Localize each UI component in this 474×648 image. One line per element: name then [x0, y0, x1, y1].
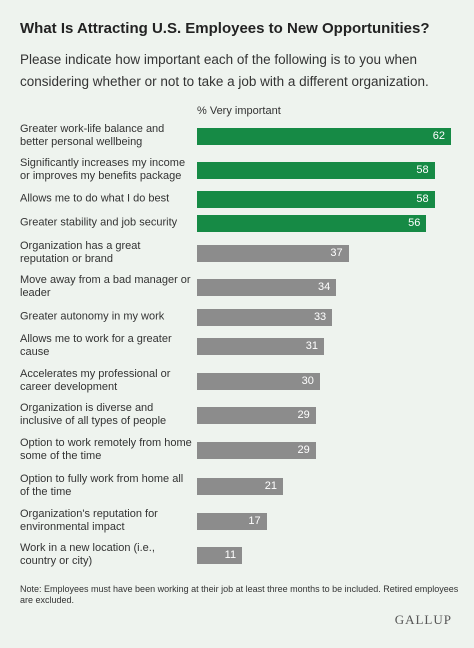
bar — [197, 406, 316, 424]
value-label: 56 — [408, 217, 421, 229]
category-label: Allows me to work for a greater cause — [20, 333, 172, 358]
category-label: Organization is diverse and inclusive of… — [20, 402, 167, 427]
value-label: 11 — [224, 549, 237, 561]
source: GALLUP — [394, 612, 452, 627]
value-label: 30 — [301, 375, 314, 387]
category-label: Option to work remotely from home some o… — [20, 437, 192, 462]
category-label: Significantly increases my income or imp… — [20, 157, 186, 182]
value-label: 33 — [313, 311, 327, 323]
category-label: Organization's reputation for environmen… — [20, 508, 158, 533]
bar — [197, 278, 337, 296]
axis-label: % Very important — [197, 105, 281, 117]
bar — [197, 441, 316, 459]
category-label: Allows me to do what I do best — [20, 192, 170, 205]
value-label: 58 — [416, 193, 429, 205]
bar — [197, 190, 435, 208]
value-label: 58 — [416, 164, 429, 176]
bar — [197, 127, 451, 145]
value-label: 29 — [297, 409, 310, 421]
bar — [197, 308, 333, 326]
bar — [197, 337, 324, 355]
bar — [197, 512, 267, 530]
category-label: Accelerates my professional or career de… — [20, 368, 171, 393]
chart-title: What Is Attracting U.S. Employees to New… — [20, 20, 430, 37]
category-label: Option to fully work from home all of th… — [20, 473, 184, 498]
bar — [197, 244, 349, 262]
bar — [197, 546, 243, 564]
bar — [197, 161, 435, 179]
note: Note: Employees must have been working a… — [20, 584, 459, 605]
category-label: Greater stability and job security — [20, 216, 178, 229]
chart-subtitle: Please indicate how important each of th… — [20, 52, 429, 89]
category-label: Organization has a great reputation or b… — [20, 240, 141, 265]
value-label: 37 — [330, 247, 343, 259]
category-label: Greater autonomy in my work — [20, 310, 165, 323]
value-label: 62 — [432, 130, 445, 142]
value-label: 31 — [305, 340, 318, 352]
value-label: 34 — [318, 281, 331, 293]
value-label: 17 — [248, 515, 261, 527]
value-label: 21 — [264, 480, 278, 492]
bar — [197, 477, 284, 495]
category-label: Work in a new location (i.e., country or… — [20, 542, 155, 567]
bar — [197, 372, 320, 390]
category-label: Greater work-life balance and better per… — [20, 123, 165, 148]
category-label: Move away from a bad manager or leader — [20, 274, 191, 299]
bar — [197, 214, 427, 232]
value-label: 29 — [297, 444, 310, 456]
